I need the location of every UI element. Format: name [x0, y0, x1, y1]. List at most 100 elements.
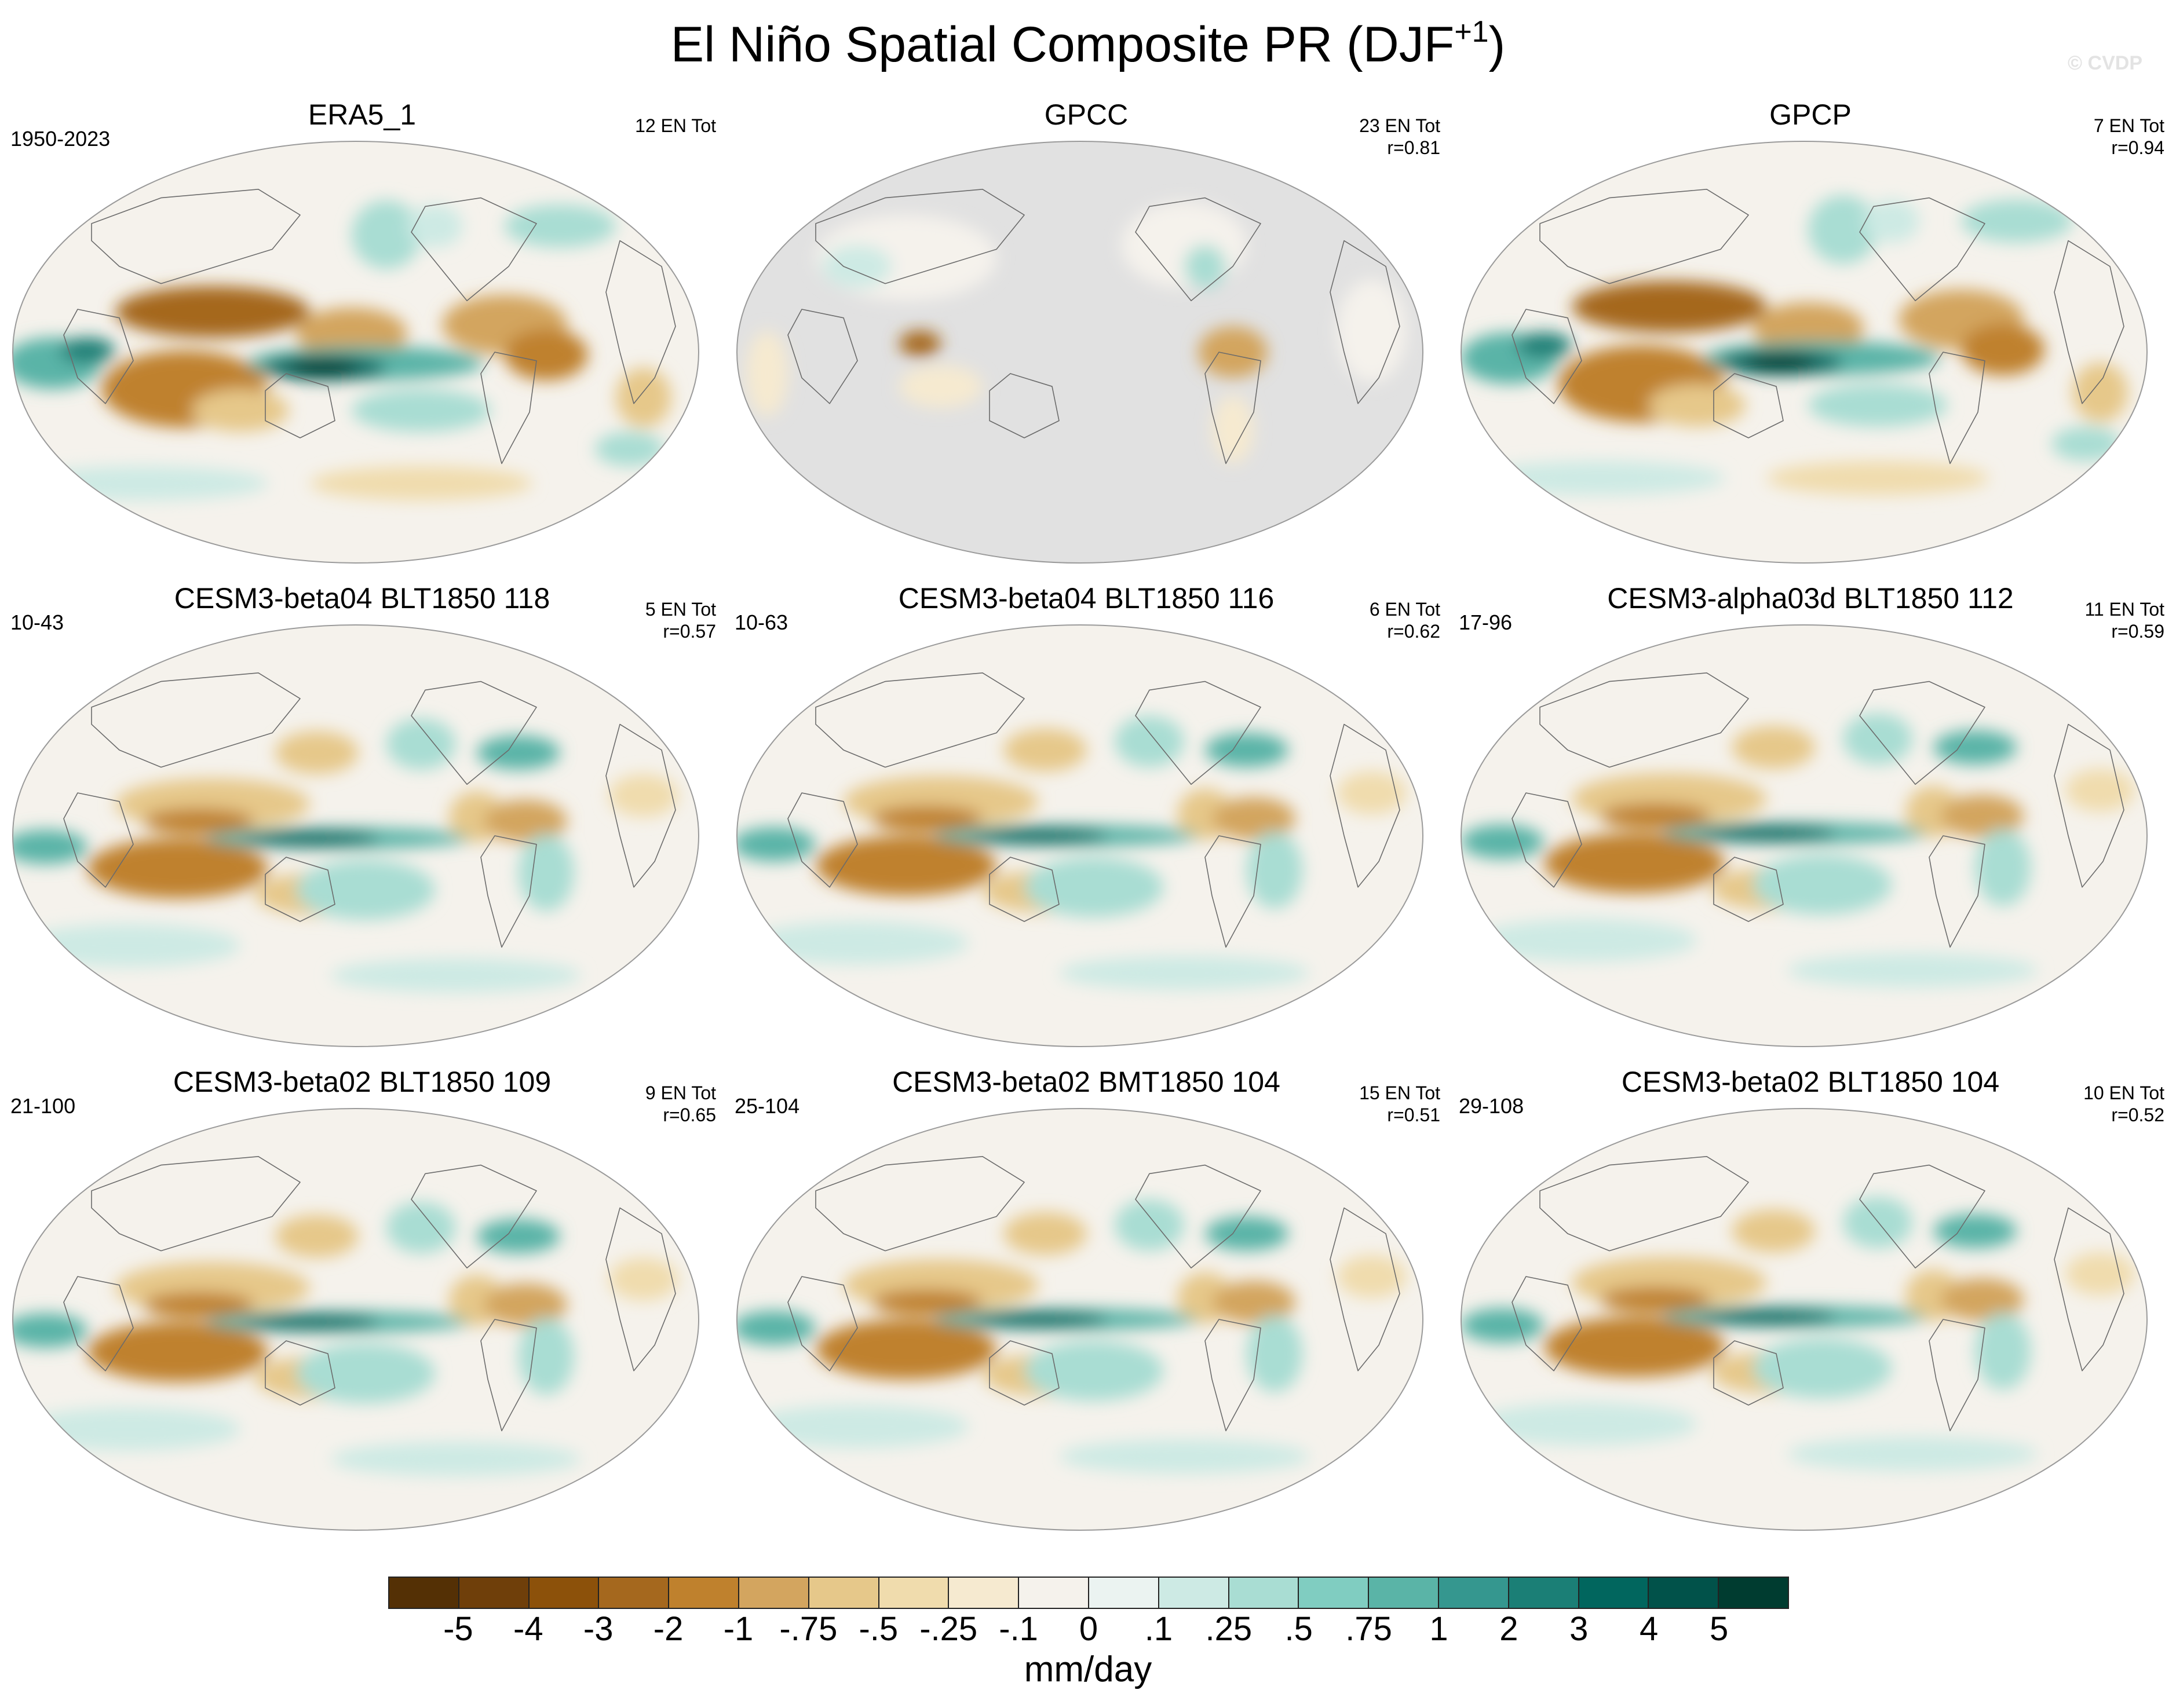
anomaly-patch: [1337, 279, 1407, 382]
panel-en-count: 23 EN Tot: [1359, 115, 1440, 136]
anomaly-patch: [275, 731, 359, 774]
anomaly-patch: [1961, 199, 2073, 243]
coastline: [480, 1319, 537, 1432]
figure-title-text: El Niño Spatial Composite PR (DJF: [670, 17, 1455, 72]
anomaly-patch: [1184, 245, 1226, 288]
panel-ensemble-info: 9 EN Tot r=0.65: [645, 1082, 716, 1126]
map-border: [12, 1108, 699, 1531]
colorbar-units: mm/day: [1024, 1650, 1152, 1689]
coastline: [815, 672, 1025, 768]
panel-title: CESM3-alpha03d BLT1850 112: [1607, 582, 2014, 615]
anomaly-patch: [1933, 1213, 2017, 1249]
map-border: [736, 141, 1423, 564]
anomaly-patch: [407, 204, 463, 248]
map-canvas: [736, 1108, 1423, 1531]
map-border: [12, 624, 699, 1047]
anomaly-patch: [816, 1319, 996, 1380]
colorbar-box: [1649, 1578, 1719, 1608]
panel-correlation: r=0.52: [2111, 1104, 2164, 1125]
anomaly-patch: [504, 204, 616, 248]
anomaly-patch: [871, 806, 983, 832]
anomaly-patch: [1516, 332, 1572, 359]
map-panel-gpcp: GPCP 7 EN Tot r=0.94: [1448, 98, 2173, 585]
anomaly-patch: [1474, 460, 1725, 496]
anomaly-patch: [1544, 833, 1725, 894]
coastline: [1135, 1164, 1261, 1269]
coastline: [605, 723, 676, 888]
colorbar-tick-label: -.1: [999, 1610, 1038, 1648]
anomaly-patch: [240, 831, 379, 846]
anomaly-patch: [17, 924, 240, 967]
panel-ensemble-info: 7 EN Tot r=0.94: [2094, 115, 2164, 159]
map-border: [1461, 141, 2148, 564]
anomaly-patch: [1787, 1436, 2038, 1471]
coastline: [989, 1340, 1060, 1406]
anomaly-patch: [1247, 1315, 1302, 1392]
colorbar-box: [599, 1578, 670, 1608]
anomaly-patch: [1461, 1308, 1545, 1343]
coastline: [1713, 373, 1784, 438]
anomaly-patch: [1940, 794, 2024, 837]
anomaly-patch: [1247, 831, 1302, 909]
coastline: [815, 1156, 1025, 1252]
panel-en-count: 15 EN Tot: [1359, 1082, 1440, 1103]
coastline: [1539, 189, 1749, 284]
anomaly-patch: [1024, 1341, 1163, 1401]
anomaly-patch: [594, 431, 665, 466]
coastline: [1713, 857, 1784, 922]
coastline: [265, 1340, 335, 1406]
colorbar-box: [1719, 1578, 1788, 1608]
map-panel-alpha03d-112: CESM3-alpha03d BLT1850 112 17-96 11 EN T…: [1448, 582, 2173, 1069]
coastline: [1330, 1207, 1400, 1371]
coastline: [265, 857, 335, 922]
panel-ensemble-info: 15 EN Tot r=0.51: [1359, 1082, 1440, 1126]
anomaly-patch: [1961, 324, 2045, 375]
coastline: [2054, 1207, 2124, 1371]
anomaly-patch: [2051, 426, 2122, 461]
anomaly-patch: [295, 860, 435, 920]
coastline: [1135, 197, 1261, 302]
coastline: [1511, 1276, 1582, 1371]
coastline: [605, 1207, 676, 1371]
anomaly-patch: [1975, 829, 2031, 906]
coastline: [480, 835, 537, 948]
anomaly-patch: [1474, 1402, 1697, 1446]
panel-correlation: r=0.62: [1387, 621, 1440, 642]
anomaly-patch: [1808, 195, 1878, 264]
coastline: [1330, 240, 1400, 404]
anomaly-patch: [13, 829, 87, 864]
anomaly-patch: [476, 1219, 560, 1254]
colorbar-tick-label: -.75: [779, 1610, 838, 1648]
anomaly-patch: [1572, 281, 1767, 332]
panel-correlation: r=0.81: [1387, 137, 1440, 158]
colorbar-box: [1299, 1578, 1370, 1608]
anomaly-patch: [1975, 1312, 2031, 1390]
panel-title: CESM3-beta04 BLT1850 116: [898, 582, 1275, 615]
panel-correlation: r=0.94: [2111, 137, 2164, 158]
anomaly-patch: [608, 774, 678, 817]
anomaly-patch: [17, 1407, 240, 1451]
anomaly-patch: [823, 245, 892, 288]
panel-ensemble-info: 6 EN Tot r=0.62: [1370, 598, 1440, 642]
anomaly-patch: [1003, 729, 1087, 771]
anomaly-patch: [275, 1215, 359, 1258]
coastline: [91, 672, 301, 768]
coastline: [1859, 681, 1985, 785]
coastline: [1511, 792, 1582, 888]
coastline: [787, 792, 858, 888]
map-panel-beta02-bmt-104: CESM3-beta02 BMT1850 104 25-104 15 EN To…: [724, 1066, 1448, 1552]
anomaly-patch: [2065, 1252, 2135, 1296]
colorbar-tick-label: .5: [1284, 1610, 1313, 1648]
colorbar-box: [949, 1578, 1020, 1608]
anomaly-patch: [518, 834, 574, 912]
anomaly-patch: [309, 466, 532, 501]
colorbar-tick-label: 0: [1079, 1610, 1098, 1648]
anomaly-patch: [1205, 1216, 1288, 1251]
panel-ensemble-info: 10 EN Tot r=0.52: [2083, 1082, 2164, 1126]
coastline: [1929, 1319, 1985, 1432]
panel-en-count: 11 EN Tot: [2084, 599, 2164, 620]
colorbar-box: [1369, 1578, 1439, 1608]
anomaly-patch: [87, 838, 268, 899]
coastline: [91, 189, 301, 284]
map-panel-gpcc: GPCC 23 EN Tot r=0.81: [724, 98, 1448, 585]
